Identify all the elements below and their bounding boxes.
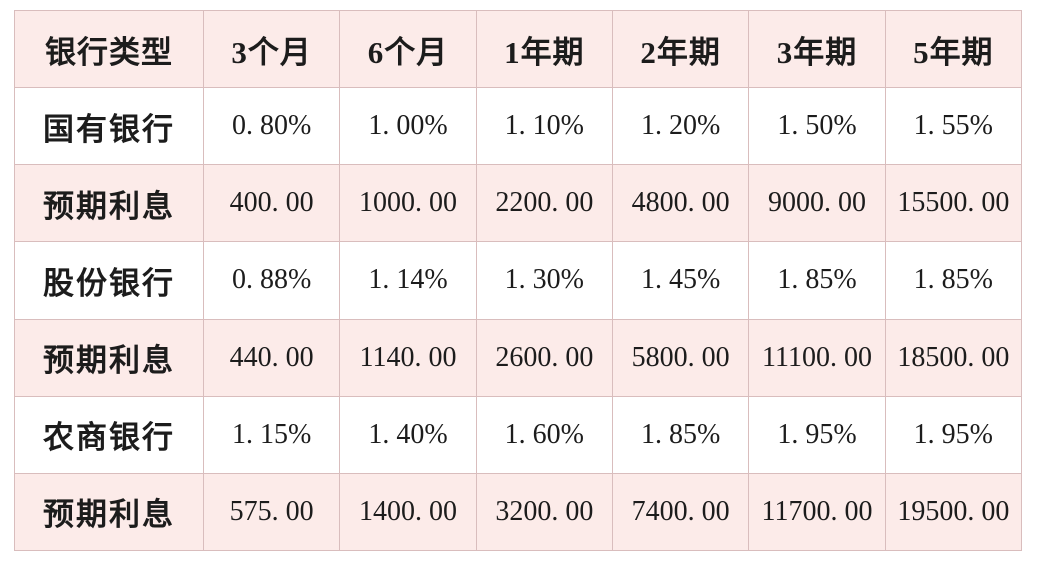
interest-row: 预期利息 400. 00 1000. 00 2200. 00 4800. 00 … [14, 164, 1023, 243]
rate-cell: 1. 50% [748, 87, 886, 166]
deposit-rates-table: 银行类型 3个月 6个月 1年期 2年期 3年期 5年期 国有银行 0. 80%… [14, 9, 1023, 552]
rate-cell: 1. 15% [202, 395, 341, 474]
interest-cell: 9000. 00 [748, 164, 886, 243]
rate-cell: 0. 80% [202, 87, 341, 166]
rate-cell: 1. 95% [884, 395, 1023, 474]
interest-row: 预期利息 575. 00 1400. 00 3200. 00 7400. 00 … [14, 472, 1023, 552]
rate-cell: 1. 85% [611, 395, 750, 474]
column-header-3y: 3年期 [748, 9, 886, 89]
interest-cell: 11700. 00 [748, 472, 886, 552]
header-row: 银行类型 3个月 6个月 1年期 2年期 3年期 5年期 [14, 9, 1023, 89]
column-header-bank-type: 银行类型 [14, 9, 204, 89]
bank-rate-row: 股份银行 0. 88% 1. 14% 1. 30% 1. 45% 1. 85% … [14, 241, 1023, 320]
rate-cell: 1. 14% [339, 241, 477, 320]
interest-row: 预期利息 440. 00 1140. 00 2600. 00 5800. 00 … [14, 318, 1023, 397]
rate-cell: 1. 00% [339, 87, 477, 166]
rate-cell: 1. 85% [884, 241, 1023, 320]
row-label: 农商银行 [14, 395, 204, 474]
rate-cell: 1. 30% [475, 241, 613, 320]
interest-cell: 4800. 00 [611, 164, 750, 243]
column-header-1y: 1年期 [475, 9, 613, 89]
rate-cell: 1. 55% [884, 87, 1023, 166]
column-header-3m: 3个月 [202, 9, 341, 89]
column-header-5y: 5年期 [884, 9, 1023, 89]
interest-cell: 15500. 00 [884, 164, 1023, 243]
interest-cell: 11100. 00 [748, 318, 886, 397]
rate-cell: 1. 45% [611, 241, 750, 320]
interest-cell: 19500. 00 [884, 472, 1023, 552]
interest-cell: 1400. 00 [339, 472, 477, 552]
row-label: 预期利息 [14, 472, 204, 552]
interest-cell: 575. 00 [202, 472, 341, 552]
interest-cell: 1000. 00 [339, 164, 477, 243]
rates-table: 银行类型 3个月 6个月 1年期 2年期 3年期 5年期 国有银行 0. 80%… [14, 9, 1023, 552]
rate-cell: 1. 20% [611, 87, 750, 166]
rate-cell: 0. 88% [202, 241, 341, 320]
rate-cell: 1. 60% [475, 395, 613, 474]
column-header-6m: 6个月 [339, 9, 477, 89]
rate-cell: 1. 40% [339, 395, 477, 474]
rate-cell: 1. 85% [748, 241, 886, 320]
row-label: 国有银行 [14, 87, 204, 166]
interest-cell: 2600. 00 [475, 318, 613, 397]
interest-cell: 2200. 00 [475, 164, 613, 243]
column-header-2y: 2年期 [611, 9, 750, 89]
interest-cell: 18500. 00 [884, 318, 1023, 397]
interest-cell: 3200. 00 [475, 472, 613, 552]
row-label: 预期利息 [14, 164, 204, 243]
row-label: 预期利息 [14, 318, 204, 397]
interest-cell: 5800. 00 [611, 318, 750, 397]
rate-cell: 1. 95% [748, 395, 886, 474]
interest-cell: 440. 00 [202, 318, 341, 397]
interest-cell: 1140. 00 [339, 318, 477, 397]
rate-cell: 1. 10% [475, 87, 613, 166]
interest-cell: 7400. 00 [611, 472, 750, 552]
bank-rate-row: 农商银行 1. 15% 1. 40% 1. 60% 1. 85% 1. 95% … [14, 395, 1023, 474]
row-label: 股份银行 [14, 241, 204, 320]
bank-rate-row: 国有银行 0. 80% 1. 00% 1. 10% 1. 20% 1. 50% … [14, 87, 1023, 166]
interest-cell: 400. 00 [202, 164, 341, 243]
